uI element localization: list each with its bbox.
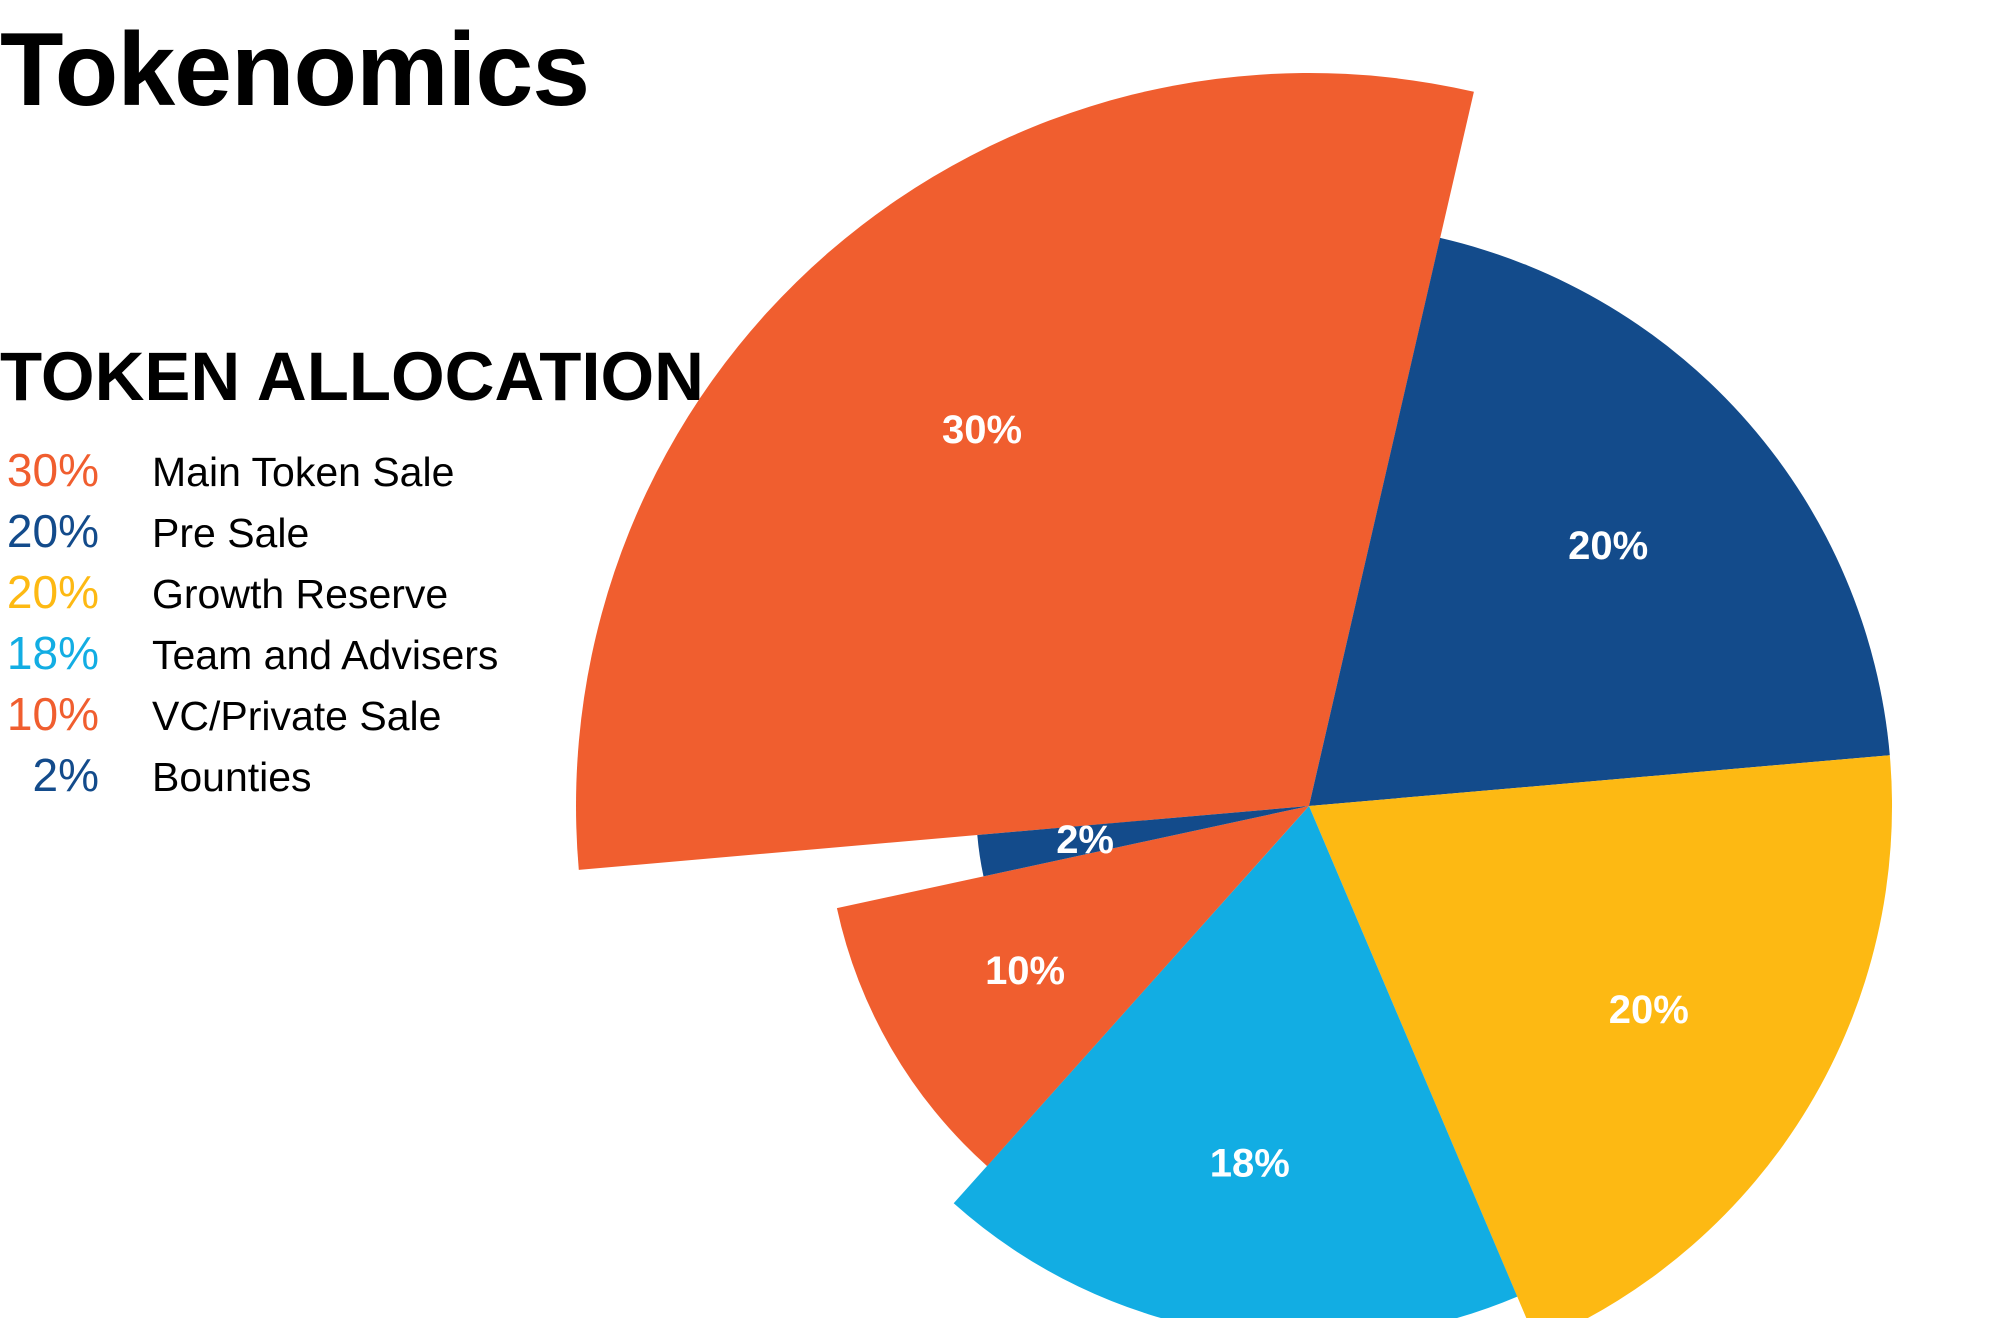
legend-item-main-token-sale: 30% Main Token Sale — [0, 440, 498, 501]
legend: 30% Main Token Sale 20% Pre Sale 20% Growth R… — [0, 440, 498, 806]
legend-percent: 18% — [6, 627, 99, 679]
legend-percent: 20% — [6, 505, 99, 557]
pie-slice-bounties — [977, 806, 1309, 877]
pie-slice-label: 20% — [1568, 524, 1648, 568]
pie-slice-vc-private-sale — [836, 806, 1309, 1167]
pie-slice-pre-sale — [1309, 237, 1890, 806]
legend-label: VC/Private Sale — [152, 693, 442, 739]
pie-slice-label: 10% — [985, 949, 1065, 993]
legend-label: Pre Sale — [152, 510, 310, 556]
pie-slice-label: 20% — [1609, 988, 1689, 1032]
pie-slice-label: 2% — [1056, 818, 1114, 862]
legend-item-vc-private-sale: 10% VC/Private Sale — [0, 684, 498, 745]
legend-percent: 2% — [32, 749, 99, 801]
legend-item-pre-sale: 20% Pre Sale — [0, 501, 498, 562]
legend-item-bounties: 2% Bounties — [0, 745, 498, 806]
pie-slice-growth-reserve — [1309, 755, 1892, 1318]
legend-percent: 10% — [6, 688, 99, 740]
section-title: TOKEN ALLOCATION — [0, 338, 705, 415]
legend-item-team-and-advisers: 18% Team and Advisers — [0, 623, 498, 684]
pie-slice-label: 30% — [942, 408, 1022, 452]
legend-label: Growth Reserve — [152, 571, 449, 617]
legend-item-growth-reserve: 20% Growth Reserve — [0, 562, 498, 623]
legend-label: Bounties — [152, 754, 312, 800]
pie-slice-label: 18% — [1210, 1142, 1290, 1186]
pie-slice-team-and-advisers — [953, 806, 1518, 1318]
page-title: Tokenomics — [0, 12, 590, 128]
legend-percent: 20% — [6, 566, 99, 618]
legend-percent: 30% — [6, 444, 99, 496]
legend-label: Team and Advisers — [152, 632, 499, 678]
legend-label: Main Token Sale — [152, 449, 455, 495]
pie-slice-main-token-sale — [576, 73, 1474, 870]
